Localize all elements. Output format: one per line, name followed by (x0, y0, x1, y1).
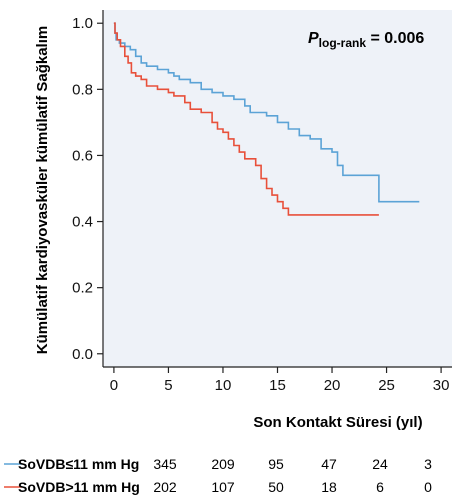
risk-count: 107 (211, 479, 235, 495)
y-tick-label: 0.2 (72, 280, 93, 297)
x-tick-label: 5 (164, 377, 172, 394)
x-tick-label: 30 (433, 377, 450, 394)
x-tick-label: 25 (378, 377, 395, 394)
risk-count: 95 (268, 456, 284, 472)
risk-count: 209 (211, 456, 235, 472)
risk-count: 50 (268, 479, 284, 495)
risk-count: 345 (153, 456, 177, 472)
x-tick-label: 20 (324, 377, 341, 394)
series-line-2 (113, 22, 379, 216)
y-tick-label: 0.6 (72, 147, 93, 164)
risk-count: 24 (372, 456, 388, 472)
risk-count: 3 (424, 456, 432, 472)
series-line-1 (113, 22, 420, 203)
x-tick-label: 0 (110, 377, 118, 394)
p-value-annotation: Plog-rank = 0.006 (308, 30, 424, 50)
y-tick-label: 1.0 (72, 15, 93, 32)
x-tick-label: 10 (215, 377, 232, 394)
y-tick-label: 0.8 (72, 81, 93, 98)
plot-background (103, 10, 452, 367)
y-tick-label: 0.4 (72, 214, 93, 231)
x-tick-label: 15 (269, 377, 286, 394)
y-axis-label: Kümülatif kardiyovasküler kümülatif Sağk… (34, 26, 51, 354)
risk-row-label: SoVDB>11 mm Hg (18, 479, 140, 495)
x-axis-label: Son Kontakt Süresi (yıl) (253, 414, 422, 431)
risk-row-label: SoVDB≤11 mm Hg (18, 456, 139, 472)
risk-count: 18 (321, 479, 337, 495)
risk-count: 0 (424, 479, 432, 495)
risk-count: 202 (153, 479, 177, 495)
risk-count: 47 (321, 456, 337, 472)
y-tick-label: 0.0 (72, 346, 93, 363)
risk-count: 6 (376, 479, 384, 495)
